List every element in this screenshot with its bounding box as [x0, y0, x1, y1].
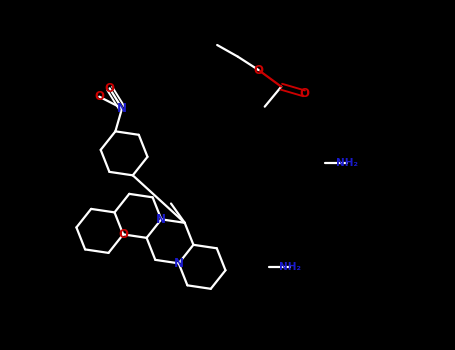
- Text: NH₂: NH₂: [278, 262, 301, 272]
- Text: N: N: [157, 213, 167, 226]
- Text: NH₂: NH₂: [336, 158, 359, 168]
- Text: O: O: [105, 82, 115, 95]
- Text: O: O: [299, 87, 309, 100]
- Text: N: N: [117, 102, 127, 115]
- Text: O: O: [253, 63, 263, 77]
- Text: O: O: [94, 90, 104, 103]
- Text: O: O: [118, 228, 128, 241]
- Text: N: N: [174, 257, 184, 270]
